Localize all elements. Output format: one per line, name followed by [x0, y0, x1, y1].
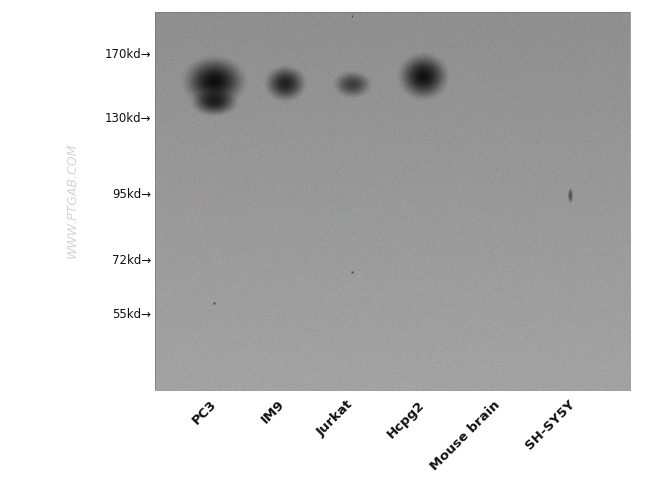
Text: PC3: PC3: [190, 398, 219, 427]
Text: SH-SY5Y: SH-SY5Y: [523, 398, 577, 452]
Text: Hcpg2: Hcpg2: [385, 398, 427, 441]
Text: 130kd→: 130kd→: [105, 111, 151, 124]
Text: Mouse brain: Mouse brain: [428, 398, 502, 473]
Bar: [155, 12, 630, 390]
Text: 170kd→: 170kd→: [105, 48, 151, 61]
Text: 72kd→: 72kd→: [112, 253, 151, 266]
Text: IM9: IM9: [259, 398, 287, 427]
Text: WWW.PTGAB.COM: WWW.PTGAB.COM: [66, 142, 79, 258]
Text: Jurkat: Jurkat: [314, 398, 355, 439]
Text: 95kd→: 95kd→: [112, 188, 151, 202]
Text: 55kd→: 55kd→: [112, 308, 151, 322]
